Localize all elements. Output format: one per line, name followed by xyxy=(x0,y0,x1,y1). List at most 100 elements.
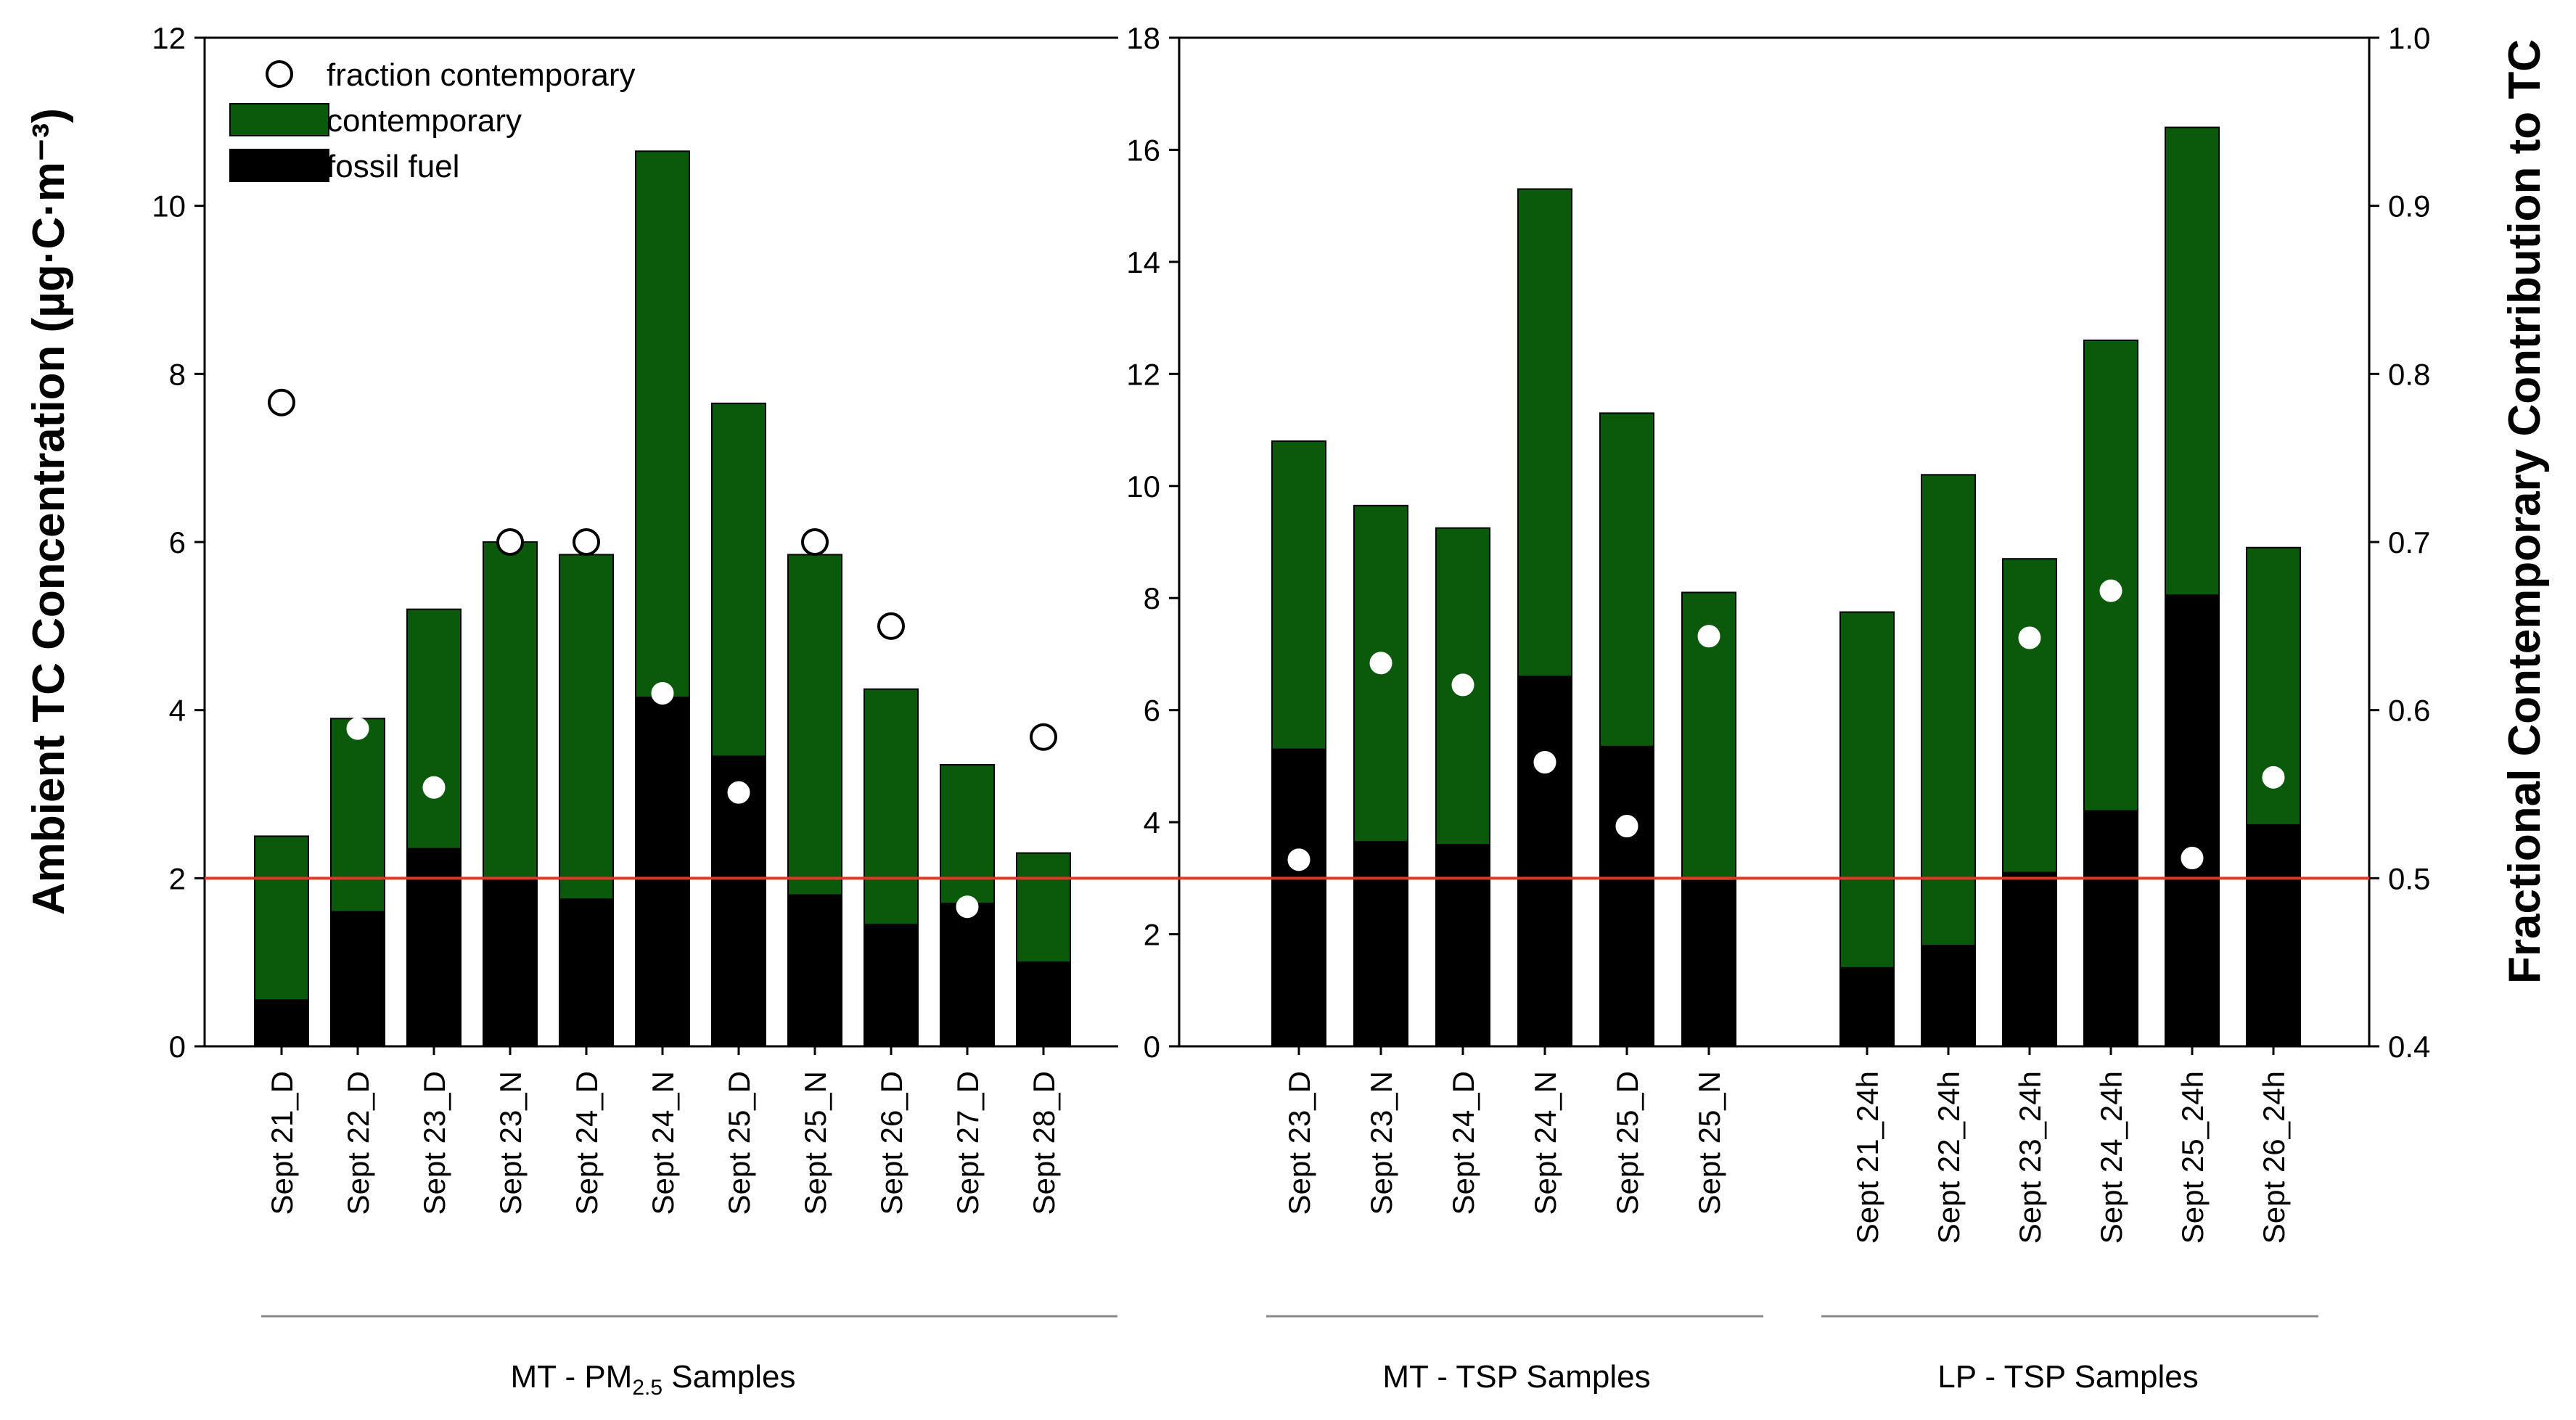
fossil-fuel-bar xyxy=(1435,844,1490,1047)
x-tick-label-sept-22-24h: Sept 22_24h xyxy=(1932,1071,1966,1244)
fossil-fuel-bar xyxy=(2246,824,2301,1047)
contemporary-bar xyxy=(787,554,842,896)
fraction-contemporary-marker xyxy=(877,612,905,640)
x-tick-label-sept-25-n: Sept 25_N xyxy=(798,1071,832,1215)
legend-label-contemporary: contemporary xyxy=(327,103,522,139)
group-label-mt-tsp-samples: MT - TSP Samples xyxy=(1382,1359,1650,1395)
x-tick-label-sept-21-24h: Sept 21_24h xyxy=(1850,1071,1884,1244)
x-tick-label-sept-27-d: Sept 27_D xyxy=(951,1071,985,1215)
fraction-contemporary-marker xyxy=(1533,750,1556,773)
fraction-contemporary-marker xyxy=(956,895,979,919)
fossil-fuel-bar xyxy=(1921,945,1976,1047)
fossil-fuel-bar xyxy=(711,755,766,1047)
legend: fraction contemporary contemporary fossil … xyxy=(229,57,636,184)
fraction-contemporary-marker xyxy=(2181,847,2204,870)
legend-swatch-fossil-fuel xyxy=(229,149,329,182)
contemporary-bar xyxy=(1271,440,1326,750)
fraction-contemporary-marker xyxy=(1451,673,1474,697)
x-tick-label-sept-28-d: Sept 28_D xyxy=(1027,1071,1061,1215)
x-tick-label-sept-26-d: Sept 26_D xyxy=(874,1071,908,1215)
x-tick-label-sept-23-d: Sept 23_D xyxy=(417,1071,451,1215)
y-tick-label: 8 xyxy=(1144,581,1160,615)
y-tick-label: 2 xyxy=(169,861,186,895)
y-tick-label: 10 xyxy=(152,189,186,223)
contemporary-bar xyxy=(711,402,766,758)
fossil-fuel-bar xyxy=(1517,676,1572,1047)
x-tick-label-sept-23-d: Sept 23_D xyxy=(1282,1071,1316,1215)
contemporary-bar xyxy=(864,688,919,926)
y-tick-label: 6 xyxy=(1144,694,1160,728)
x-tick-label-sept-26-24h: Sept 26_24h xyxy=(2257,1071,2291,1244)
x-tick-label-sept-25-d: Sept 25_D xyxy=(1610,1071,1644,1215)
y-tick-label: 18 xyxy=(1126,21,1160,55)
fraction-contemporary-marker xyxy=(1937,317,1960,340)
fraction-contemporary-marker xyxy=(1369,652,1392,675)
fossil-fuel-bar xyxy=(1839,966,1895,1048)
fraction-contemporary-marker xyxy=(727,781,750,804)
fossil-fuel-bar xyxy=(1681,880,1736,1048)
y-right-tick-label: 0.7 xyxy=(2388,525,2430,559)
contemporary-bar xyxy=(1921,474,1976,946)
fossil-fuel-bar xyxy=(635,697,690,1048)
fossil-fuel-bar xyxy=(1271,748,1326,1047)
legend-label-fraction-contemporary: fraction contemporary xyxy=(327,57,636,93)
fraction-contemporary-marker xyxy=(573,528,600,556)
fraction-contemporary-marker xyxy=(496,528,524,556)
fraction-contemporary-marker xyxy=(422,776,446,799)
y-axis-left-title: Ambient TC Concentration (µg·C·m⁻³) xyxy=(24,108,74,915)
y-tick-label: 0 xyxy=(1144,1030,1160,1064)
x-tick-label-sept-22-d: Sept 22_D xyxy=(341,1071,375,1215)
fossil-fuel-bar xyxy=(1599,745,1654,1047)
group-label-mt-pm: MT - PM2.5 Samples xyxy=(511,1359,796,1400)
legend-swatch-contemporary xyxy=(229,103,329,136)
fossil-fuel-bar xyxy=(2002,871,2057,1047)
contemporary-bar xyxy=(330,718,385,913)
contemporary-bar xyxy=(1599,412,1654,747)
fraction-contemporary-marker xyxy=(1287,848,1310,871)
bars xyxy=(254,126,2301,1048)
x-tick-label-sept-24-d: Sept 24_D xyxy=(1446,1071,1480,1215)
contemporary-bar xyxy=(1016,852,1071,964)
y-tick-label: 6 xyxy=(169,525,186,559)
fossil-fuel-bar xyxy=(940,903,995,1048)
y-tick-label: 2 xyxy=(1144,918,1160,952)
contemporary-bar xyxy=(2083,340,2138,812)
fraction-contemporary-marker xyxy=(2018,626,2041,649)
group-label-lp-tsp-samples: LP - TSP Samples xyxy=(1937,1359,2199,1395)
fossil-fuel-bar xyxy=(559,898,614,1047)
contemporary-bar xyxy=(2002,558,2057,874)
y-right-tick-label: 0.8 xyxy=(2388,357,2430,391)
contemporary-bar xyxy=(1839,611,1895,969)
fossil-fuel-bar xyxy=(1353,841,1408,1048)
y-tick-label: 12 xyxy=(152,21,186,55)
fraction-contemporary-marker xyxy=(346,717,369,740)
contemporary-bar xyxy=(559,554,614,900)
x-tick-label-sept-24-n: Sept 24_N xyxy=(1528,1071,1562,1215)
x-tick-label-sept-25-n: Sept 25_N xyxy=(1692,1071,1726,1215)
fossil-fuel-bar xyxy=(1016,961,1071,1047)
y-tick-label: 16 xyxy=(1126,133,1160,167)
fossil-fuel-bar xyxy=(2083,810,2138,1047)
y-axis-right-title: Fractional Contemporary Contribution to … xyxy=(2500,39,2550,984)
fraction-contemporary-marker xyxy=(651,682,674,705)
legend-label-fossil-fuel: fossil fuel xyxy=(327,149,459,184)
fraction-markers xyxy=(268,317,2285,919)
y-right-tick-label: 0.9 xyxy=(2388,189,2430,223)
x-tick-label-sept-23-n: Sept 23_N xyxy=(1364,1071,1398,1215)
fraction-contemporary-marker xyxy=(801,528,829,556)
fraction-contemporary-marker xyxy=(1855,319,1879,342)
contemporary-bar xyxy=(1517,188,1572,678)
x-tick-label-sept-21-d: Sept 21_D xyxy=(265,1071,299,1215)
x-tick-label-sept-25-24h: Sept 25_24h xyxy=(2175,1071,2210,1244)
fossil-fuel-bar xyxy=(330,911,385,1047)
y-tick-label: 14 xyxy=(1126,245,1160,279)
y-tick-label: 0 xyxy=(169,1030,186,1064)
y-right-tick-label: 0.4 xyxy=(2388,1030,2430,1064)
y-tick-label: 4 xyxy=(1144,805,1160,840)
fraction-contemporary-marker xyxy=(268,388,295,416)
axes: 0 2 4 6 8 10 12 0 2 4 6 8 10 12 14 16 18 0.4 0.5 0.6 0.7 0.8 0… xyxy=(152,21,2430,1400)
contemporary-bar xyxy=(406,608,462,850)
y-right-tick-label: 0.5 xyxy=(2388,861,2430,895)
fossil-fuel-bar xyxy=(787,894,842,1047)
fraction-contemporary-marker xyxy=(1697,625,1720,648)
